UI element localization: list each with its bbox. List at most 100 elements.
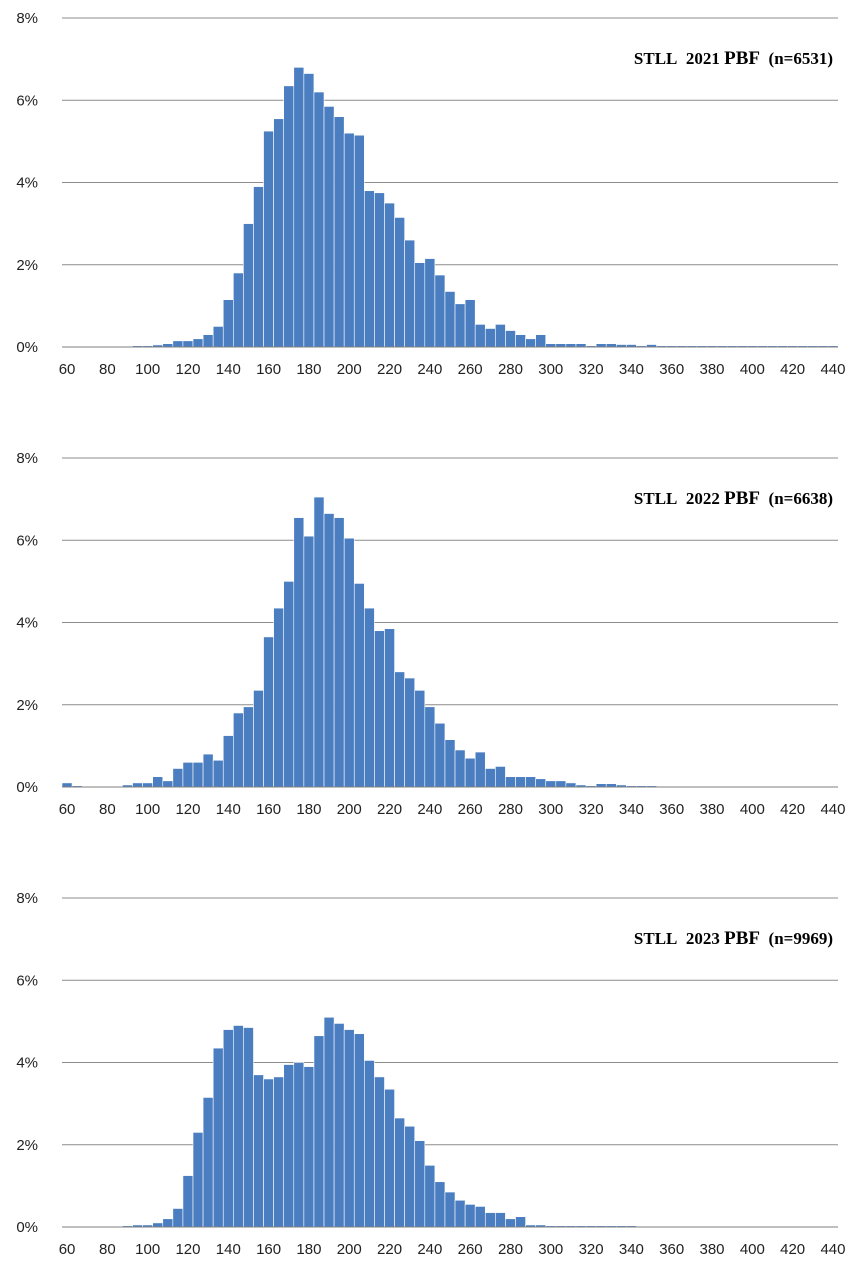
histogram-panel-2022: 0% 2% 4% 6% 8% 60 80 100 120 140 160 180 200 220 240 26… <box>0 440 854 840</box>
bar <box>394 1117 405 1228</box>
bar <box>353 1033 365 1228</box>
bar <box>182 340 194 348</box>
x-tick-label: 240 <box>417 1241 442 1258</box>
x-tick-label: 80 <box>99 801 116 818</box>
bar <box>323 1016 335 1228</box>
bar <box>283 85 295 348</box>
bar <box>152 1222 164 1228</box>
bar <box>434 1181 446 1228</box>
x-tick-label: 180 <box>296 801 321 818</box>
x-tick-label: 320 <box>579 361 604 378</box>
bar <box>535 334 547 348</box>
bar <box>253 690 264 788</box>
bar <box>182 762 194 788</box>
y-tick-label: 8% <box>16 450 38 467</box>
x-tick-label: 440 <box>820 1241 845 1258</box>
bar <box>404 677 416 788</box>
bar <box>202 753 214 788</box>
bar <box>132 782 143 788</box>
bar <box>484 328 496 348</box>
bar <box>474 324 486 348</box>
histogram-chart-2023: 0% 2% 4% 6% 8% 60 80 100 120 140 160 180 200 220 240 26… <box>16 890 845 1258</box>
x-tick-label: 220 <box>377 1241 402 1258</box>
bar <box>515 334 526 348</box>
bar <box>263 130 274 348</box>
bar <box>192 1132 204 1228</box>
x-tick-label: 140 <box>216 361 241 378</box>
x-tick-label: 420 <box>780 361 805 378</box>
x-tick-label: 100 <box>135 801 160 818</box>
x-tick-label: 280 <box>498 1241 523 1258</box>
bar <box>202 334 214 348</box>
y-tick-label: 0% <box>16 339 38 356</box>
bar <box>172 1208 184 1228</box>
y-tick-label: 2% <box>16 257 38 274</box>
y-tick-label: 8% <box>16 890 38 907</box>
y-tick-label: 6% <box>16 532 38 549</box>
bar <box>343 1029 355 1228</box>
x-tick-label: 320 <box>579 1241 604 1258</box>
x-tick-label: 120 <box>175 361 200 378</box>
bar <box>525 338 536 348</box>
bar <box>303 535 315 788</box>
x-tick-label: 240 <box>417 361 442 378</box>
bar <box>394 217 405 348</box>
x-tick-label: 440 <box>820 361 845 378</box>
y-tick-label: 0% <box>16 1219 38 1236</box>
x-tick-label: 60 <box>59 1241 76 1258</box>
bar <box>162 1218 174 1228</box>
x-tick-label: 280 <box>498 801 523 818</box>
x-tick-label: 400 <box>740 361 765 378</box>
x-tick-label: 280 <box>498 361 523 378</box>
y-tick-label: 6% <box>16 972 38 989</box>
x-tick-label: 240 <box>417 801 442 818</box>
bar <box>293 1062 305 1228</box>
x-tick-label: 300 <box>538 801 563 818</box>
bar <box>303 73 315 348</box>
bar <box>243 706 254 788</box>
bar <box>484 768 496 788</box>
x-tick-label: 260 <box>458 801 483 818</box>
x-tick-label: 340 <box>619 361 644 378</box>
bar <box>384 628 395 788</box>
histogram-panel-2021: 0% 2% 4% 6% 8% 60 80 100 120 140 160 180 200 220 240 26… <box>0 0 854 400</box>
bar <box>353 583 365 788</box>
bar <box>454 749 466 788</box>
x-tick-label: 180 <box>296 361 321 378</box>
bar <box>495 324 506 348</box>
bar <box>414 690 426 788</box>
bar <box>212 759 224 788</box>
y-tick-label: 8% <box>16 10 38 27</box>
bar <box>515 1216 526 1228</box>
bar <box>283 581 295 788</box>
x-tick-label: 420 <box>780 1241 805 1258</box>
bar <box>293 67 305 348</box>
x-tick-label: 60 <box>59 361 76 378</box>
bar <box>374 630 385 788</box>
x-tick-label: 400 <box>740 1241 765 1258</box>
bar <box>293 517 305 788</box>
bar <box>192 338 204 348</box>
bar <box>172 768 184 788</box>
bar <box>414 262 426 348</box>
bar <box>333 1023 345 1228</box>
bar <box>374 1076 385 1228</box>
bar <box>243 223 254 348</box>
bar <box>313 91 325 348</box>
x-tick-label: 160 <box>256 361 281 378</box>
y-tick-label: 4% <box>16 1055 38 1072</box>
x-tick-label: 260 <box>458 361 483 378</box>
bar <box>515 776 526 788</box>
x-tick-label: 180 <box>296 1241 321 1258</box>
bar <box>505 330 516 348</box>
bar <box>555 780 567 788</box>
bar <box>565 782 577 788</box>
bar <box>424 1165 436 1228</box>
bar <box>525 776 536 788</box>
histogram-panel-2023: 0% 2% 4% 6% 8% 60 80 100 120 140 160 180 200 220 240 26… <box>0 880 854 1280</box>
bar <box>414 1140 426 1228</box>
chart-title: STLL 2021 PBF (n=6531) <box>634 48 833 69</box>
x-tick-label: 380 <box>700 361 725 378</box>
y-tick-label: 4% <box>16 175 38 192</box>
bar <box>273 607 285 788</box>
